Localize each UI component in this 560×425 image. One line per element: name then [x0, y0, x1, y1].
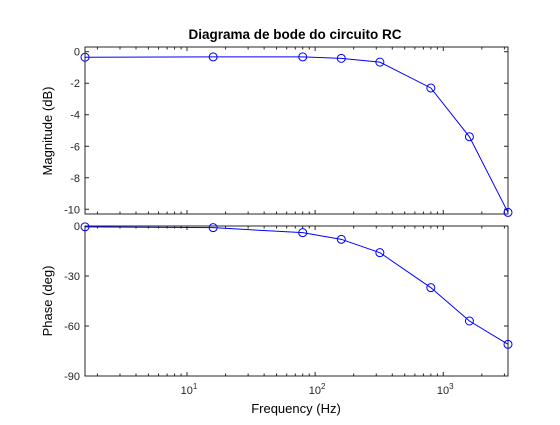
phase-ytick-label: 0: [74, 221, 80, 233]
magnitude-data-point: [208, 52, 218, 62]
magnitude-axes-frame: [84, 46, 509, 215]
phase-ytick-label: -30: [64, 271, 80, 283]
magnitude-data-point: [336, 53, 346, 63]
phase-data-point: [375, 248, 385, 258]
phase-data-point: [464, 316, 474, 326]
magnitude-ytick-label: -2: [70, 78, 80, 90]
xtick-label: 103: [437, 382, 454, 397]
magnitude-ytick-label: -6: [70, 141, 80, 153]
magnitude-data-point: [503, 207, 513, 217]
magnitude-data-point: [426, 83, 436, 93]
phase-data-point: [503, 339, 513, 349]
magnitude-plot-group: 0 -2 -4 -6 -8 -10: [64, 47, 513, 217]
magnitude-series-line: [84, 56, 509, 213]
magnitude-data-point: [298, 52, 308, 62]
magnitude-axes: Magnitude (dB): [40, 46, 509, 215]
phase-data-point: [336, 234, 346, 244]
phase-data-point: [426, 283, 436, 293]
xtick-label: 102: [309, 382, 326, 397]
phase-data-point: [80, 222, 90, 232]
magnitude-data-point: [375, 57, 385, 67]
phase-ytick-label: -60: [64, 321, 80, 333]
magnitude-ytick-label: -10: [64, 204, 80, 216]
phase-ylabel: Phase (deg): [40, 266, 55, 337]
magnitude-ytick-label: -4: [70, 110, 80, 122]
xtick-label: 101: [181, 382, 198, 397]
phase-data-point: [208, 223, 218, 233]
magnitude-data-point: [464, 132, 474, 142]
phase-plot-group: 0 -30 -60 -90 101 102 103: [64, 221, 513, 397]
phase-axes: Phase (deg) Frequency (Hz): [40, 225, 509, 416]
magnitude-ylabel: Magnitude (dB): [40, 87, 55, 176]
phase-axes-frame: [84, 225, 509, 377]
chart-title: Diagrama de bode do circuito RC: [188, 27, 401, 42]
phase-data-point: [298, 228, 308, 238]
phase-series-line: [84, 226, 509, 345]
magnitude-ytick-label: 0: [74, 47, 80, 59]
frequency-xlabel: Frequency (Hz): [251, 401, 341, 416]
magnitude-data-point: [80, 52, 90, 62]
phase-ytick-label: -90: [64, 371, 80, 383]
magnitude-ytick-label: -8: [70, 173, 80, 185]
